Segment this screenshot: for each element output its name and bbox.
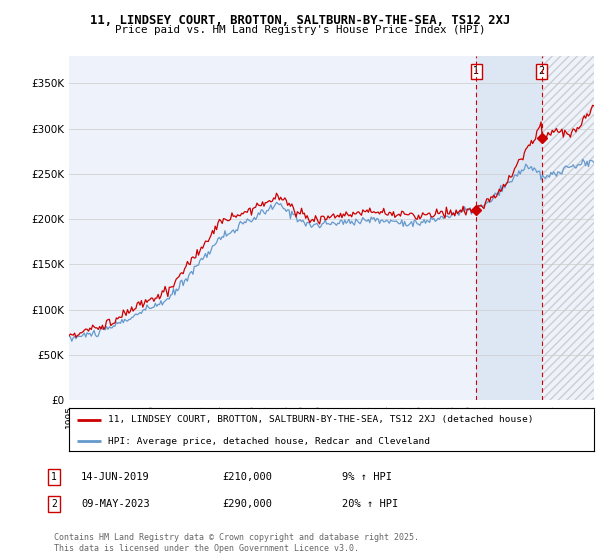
- Text: 1: 1: [473, 67, 479, 77]
- Text: 14-JUN-2019: 14-JUN-2019: [81, 472, 150, 482]
- Text: 11, LINDSEY COURT, BROTTON, SALTBURN-BY-THE-SEA, TS12 2XJ (detached house): 11, LINDSEY COURT, BROTTON, SALTBURN-BY-…: [109, 416, 534, 424]
- Text: HPI: Average price, detached house, Redcar and Cleveland: HPI: Average price, detached house, Redc…: [109, 437, 430, 446]
- Text: 9% ↑ HPI: 9% ↑ HPI: [342, 472, 392, 482]
- Text: £290,000: £290,000: [222, 499, 272, 509]
- Text: 2: 2: [51, 499, 57, 509]
- Text: 11, LINDSEY COURT, BROTTON, SALTBURN-BY-THE-SEA, TS12 2XJ: 11, LINDSEY COURT, BROTTON, SALTBURN-BY-…: [90, 14, 510, 27]
- Text: 2: 2: [539, 67, 545, 77]
- Text: 1: 1: [51, 472, 57, 482]
- Bar: [476, 56, 542, 400]
- Text: 20% ↑ HPI: 20% ↑ HPI: [342, 499, 398, 509]
- Text: Contains HM Land Registry data © Crown copyright and database right 2025.
This d: Contains HM Land Registry data © Crown c…: [54, 533, 419, 553]
- Text: £210,000: £210,000: [222, 472, 272, 482]
- Text: Price paid vs. HM Land Registry's House Price Index (HPI): Price paid vs. HM Land Registry's House …: [115, 25, 485, 35]
- Text: 09-MAY-2023: 09-MAY-2023: [81, 499, 150, 509]
- Bar: [542, 56, 594, 400]
